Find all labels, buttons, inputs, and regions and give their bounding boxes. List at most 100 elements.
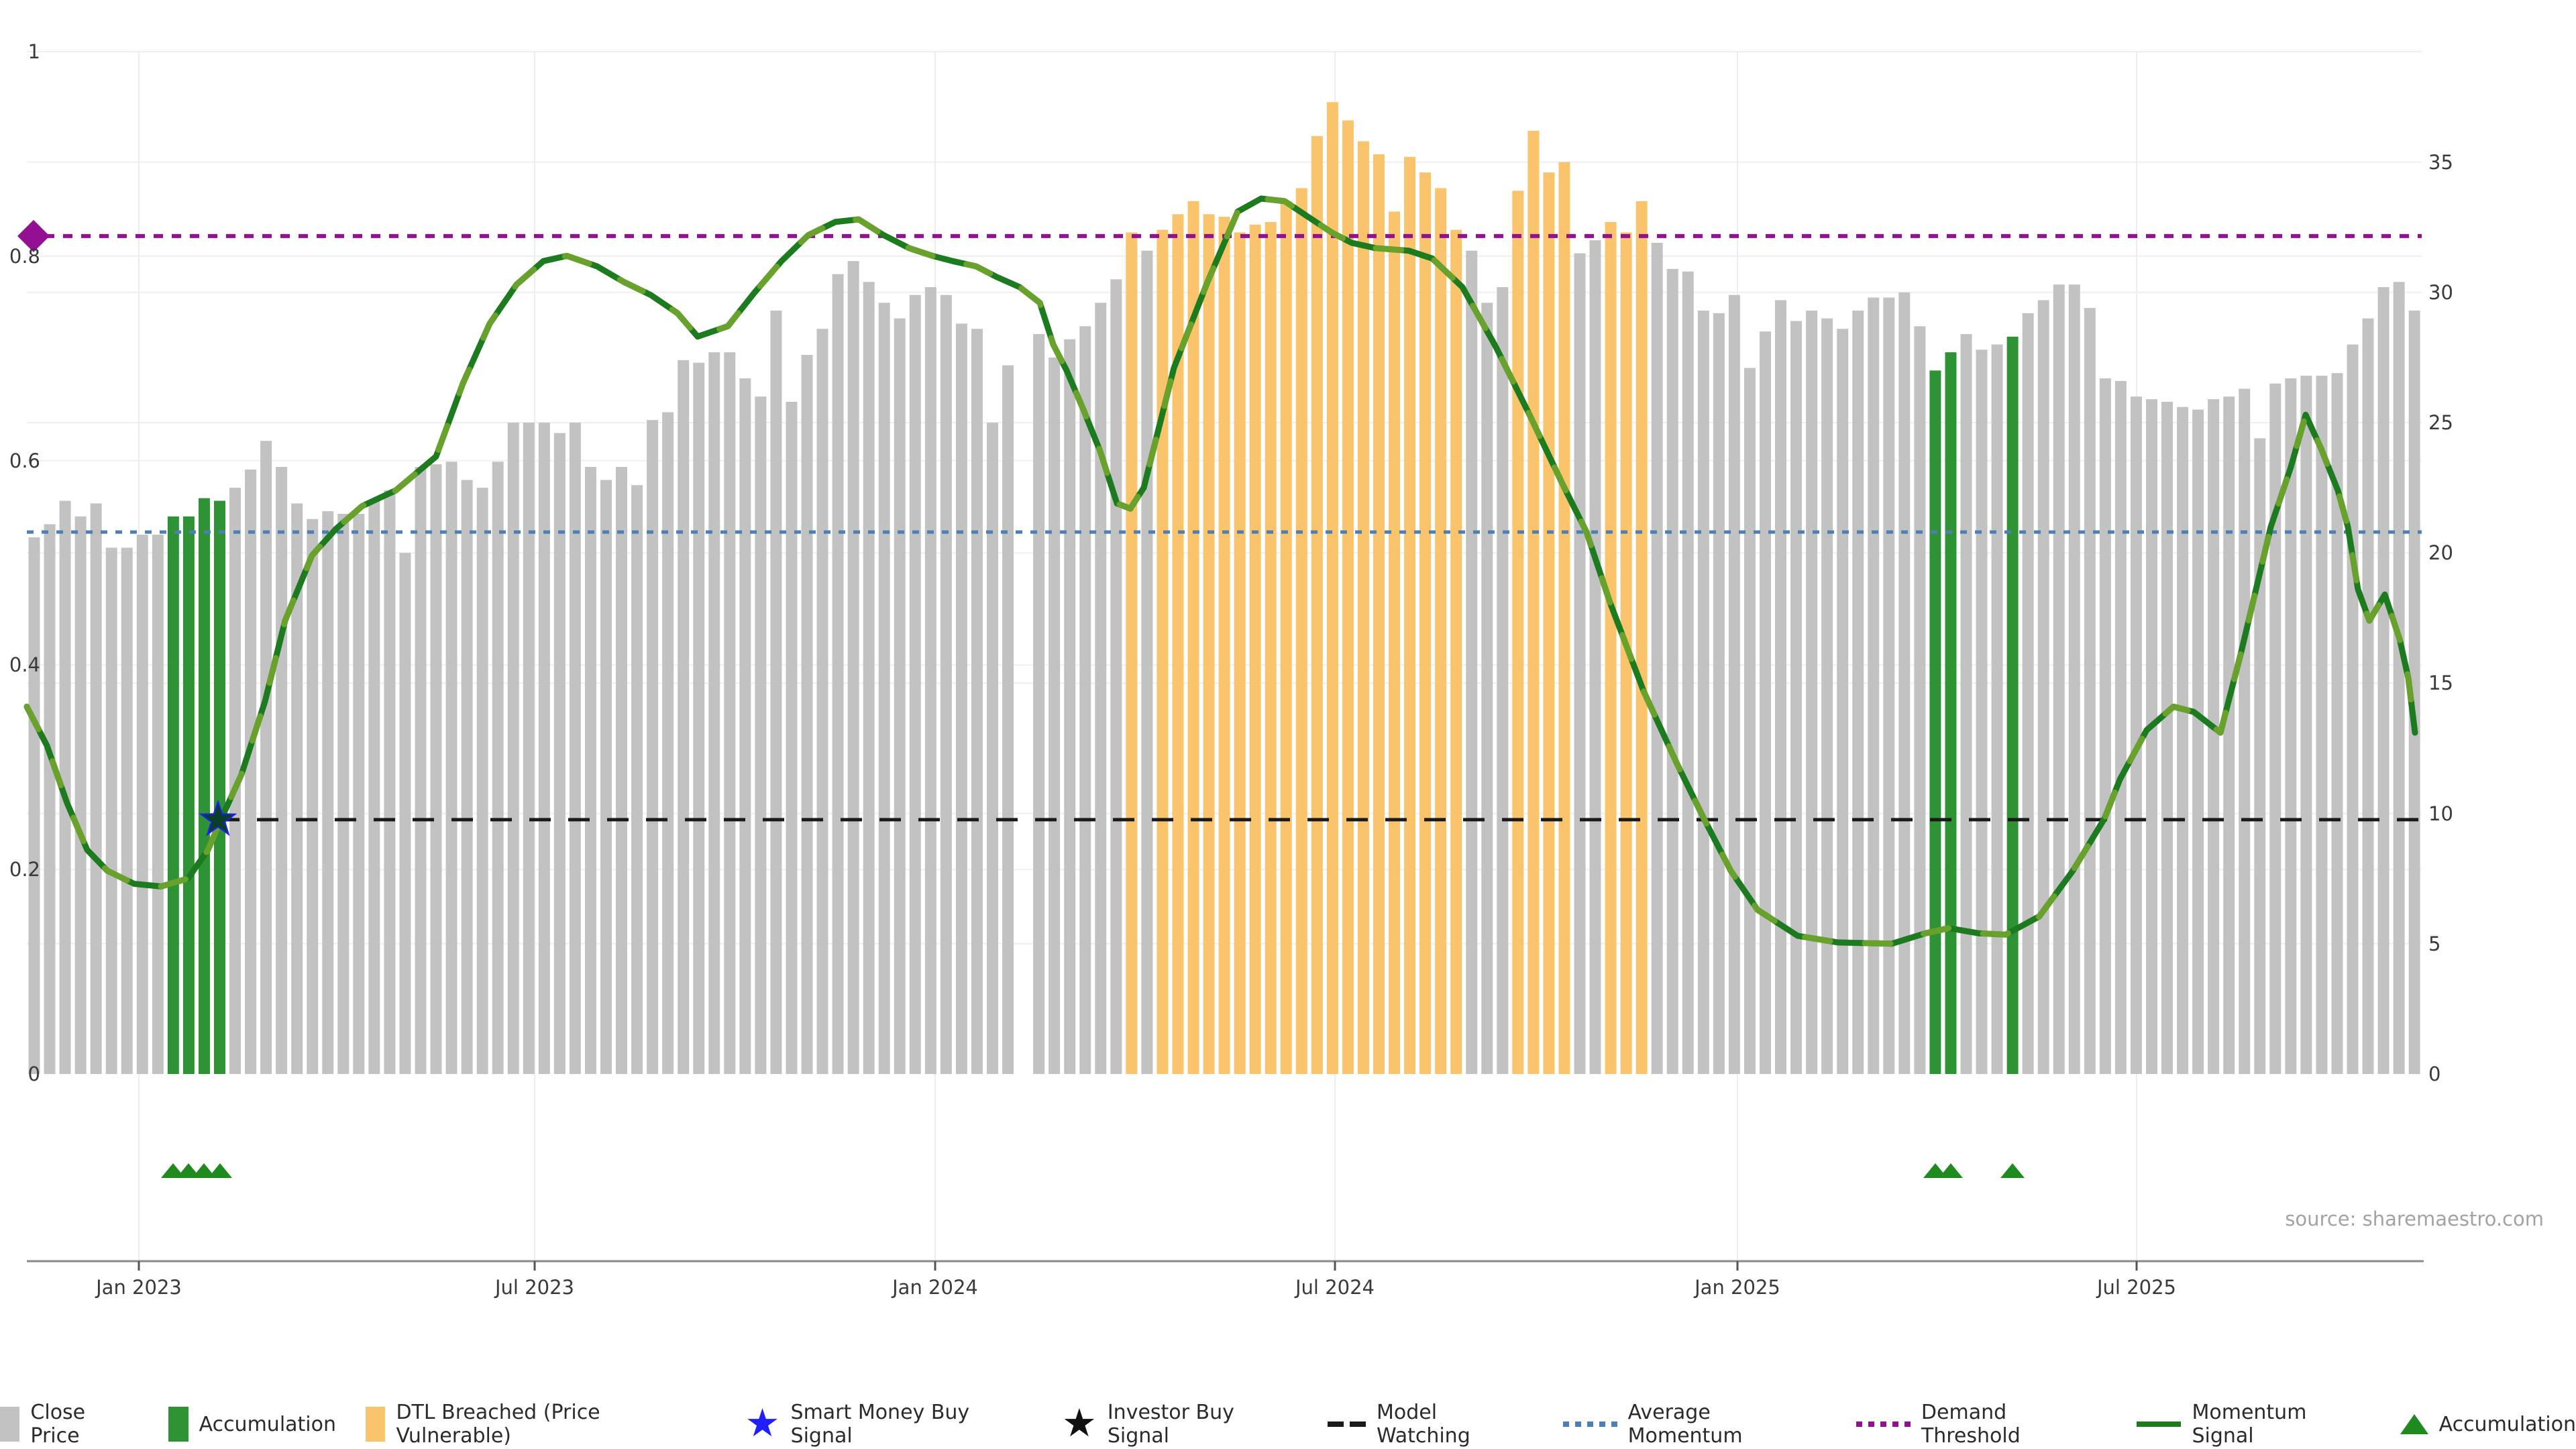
bar-close-price bbox=[1898, 292, 1911, 1074]
legend-star-icon: ★ bbox=[1061, 1400, 1097, 1446]
bar-close-price bbox=[2285, 378, 2297, 1075]
legend-label: Accumulation bbox=[199, 1412, 336, 1436]
bar-close-price bbox=[2145, 399, 2157, 1074]
bar-close-price bbox=[1095, 303, 1107, 1075]
bar-dtl-breached bbox=[1605, 221, 1617, 1074]
y-axis-right-tick-label: 10 bbox=[2428, 802, 2453, 825]
bar-close-price bbox=[461, 480, 473, 1074]
bar-close-price bbox=[816, 329, 828, 1074]
bar-close-price bbox=[553, 433, 566, 1074]
bar-dtl-breached bbox=[1249, 224, 1261, 1074]
y-axis-right-tick-label: 15 bbox=[2428, 672, 2453, 695]
bar-accumulation bbox=[213, 500, 225, 1074]
bar-close-price bbox=[507, 423, 519, 1074]
bar-close-price bbox=[1743, 368, 1756, 1074]
bar-close-price bbox=[337, 513, 350, 1074]
bar-dtl-breached bbox=[1203, 214, 1215, 1074]
bar-close-price bbox=[2053, 284, 2065, 1075]
bar-dtl-breached bbox=[1234, 232, 1246, 1074]
bar-close-price bbox=[616, 467, 628, 1074]
y-axis-right-tick-label: 30 bbox=[2428, 280, 2453, 304]
bar-close-price bbox=[2130, 396, 2142, 1074]
bar-close-price bbox=[399, 553, 411, 1074]
legend-item: ★ Investor Buy Signal bbox=[1062, 1401, 1298, 1448]
bar-dtl-breached bbox=[1635, 201, 1648, 1074]
bar-close-price bbox=[59, 500, 71, 1074]
bar-close-price bbox=[894, 318, 906, 1074]
bar-close-price bbox=[44, 524, 56, 1074]
bar-accumulation bbox=[198, 498, 210, 1074]
bar-close-price bbox=[1991, 344, 2003, 1074]
bar-close-price bbox=[2223, 396, 2235, 1074]
legend-dashes-icon bbox=[1327, 1407, 1366, 1442]
legend-label: Close Price bbox=[30, 1401, 86, 1448]
bar-close-price bbox=[832, 274, 844, 1074]
bar-close-price bbox=[1110, 279, 1122, 1074]
y-axis-right-tick-label: 0 bbox=[2428, 1063, 2441, 1085]
bar-dtl-breached bbox=[1157, 229, 1169, 1075]
y-axis-right-tick-label: 35 bbox=[2428, 150, 2453, 174]
bar-close-price bbox=[770, 310, 782, 1074]
legend-item: ★ Smart Money Buy Signal bbox=[745, 1401, 1032, 1448]
y-axis-left-tick-label: 0.6 bbox=[9, 449, 40, 472]
accumulation-triangle-icon bbox=[176, 1163, 201, 1178]
bar-close-price bbox=[909, 294, 921, 1075]
bar-dtl-breached bbox=[1218, 217, 1230, 1074]
legend-label: Demand Threshold bbox=[1921, 1401, 2021, 1448]
bar-close-price bbox=[523, 423, 535, 1074]
bar-close-price bbox=[662, 412, 674, 1074]
bar-close-price bbox=[1775, 300, 1787, 1074]
x-axis-tick-label: Jan 2025 bbox=[1695, 1276, 1780, 1299]
bar-close-price bbox=[121, 547, 133, 1074]
bar-dtl-breached bbox=[1404, 156, 1416, 1074]
bar-close-price bbox=[353, 513, 365, 1074]
bar-dtl-breached bbox=[1326, 102, 1338, 1074]
bar-close-price bbox=[307, 519, 319, 1074]
bar-close-price bbox=[74, 516, 87, 1074]
bar-close-price bbox=[2269, 383, 2282, 1074]
bar-close-price bbox=[924, 287, 936, 1075]
bar-dtl-breached bbox=[1126, 232, 1138, 1074]
bar-dtl-breached bbox=[1512, 191, 1524, 1075]
bar-close-price bbox=[445, 462, 458, 1074]
bar-close-price bbox=[2347, 344, 2359, 1074]
bar-accumulation bbox=[1929, 370, 1941, 1074]
bar-dtl-breached bbox=[1187, 201, 1199, 1074]
bar-dtl-breached bbox=[1342, 120, 1354, 1074]
bar-dtl-breached bbox=[1280, 201, 1292, 1074]
y-axis-left-tick-label: 0 bbox=[28, 1063, 40, 1085]
bar-close-price bbox=[2099, 378, 2111, 1075]
bar-close-price bbox=[105, 547, 117, 1074]
bar-close-price bbox=[1651, 243, 1663, 1074]
bar-close-price bbox=[786, 401, 798, 1074]
bar-close-price bbox=[1806, 310, 1818, 1074]
bar-close-price bbox=[1960, 333, 1972, 1075]
x-axis-tick-label: Jul 2023 bbox=[494, 1276, 574, 1299]
bar-close-price bbox=[647, 420, 659, 1074]
momentum-signal-line-overlay bbox=[23, 195, 2418, 947]
bar-close-price bbox=[708, 352, 720, 1074]
bar-close-price bbox=[2362, 318, 2374, 1074]
bar-close-price bbox=[2177, 407, 2189, 1074]
bar-close-price bbox=[569, 423, 581, 1074]
bar-close-price bbox=[847, 261, 859, 1074]
legend-item: Momentum Signal bbox=[2137, 1401, 2370, 1448]
bar-close-price bbox=[368, 500, 380, 1074]
legend-swatch-icon bbox=[366, 1407, 386, 1442]
bar-close-price bbox=[1033, 333, 1045, 1075]
accumulation-triangle-icon bbox=[1939, 1163, 1963, 1178]
bar-close-price bbox=[1852, 310, 1864, 1074]
legend-line-icon bbox=[2137, 1407, 2182, 1442]
legend-label: DTL Breached (Price Vulnerable) bbox=[396, 1401, 600, 1448]
legend-label: Accumulation bbox=[2438, 1412, 2576, 1436]
bar-dtl-breached bbox=[1265, 221, 1277, 1074]
bar-close-price bbox=[2239, 388, 2251, 1074]
bar-close-price bbox=[2408, 310, 2420, 1074]
bar-close-price bbox=[152, 535, 164, 1074]
bar-close-price bbox=[136, 535, 148, 1074]
bar-close-price bbox=[1914, 326, 1926, 1074]
bar-close-price bbox=[229, 488, 241, 1074]
bar-close-price bbox=[678, 360, 690, 1075]
demand-threshold-diamond-icon bbox=[17, 219, 50, 252]
x-axis-tick-label: Jul 2025 bbox=[2096, 1276, 2176, 1299]
